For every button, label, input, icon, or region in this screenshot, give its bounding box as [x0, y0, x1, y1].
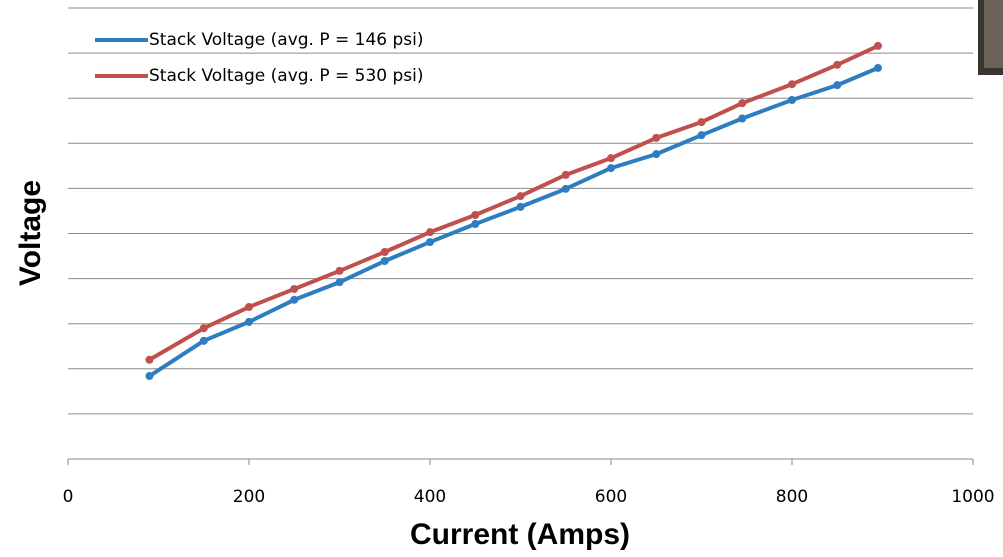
legend-label: Stack Voltage (avg. P = 146 psi) [149, 30, 424, 50]
data-point [738, 99, 747, 108]
data-point [516, 192, 525, 201]
x-tick-label: 200 [233, 487, 265, 507]
data-point [833, 60, 842, 69]
data-point [245, 303, 253, 312]
x-tick-label: 0 [63, 487, 74, 507]
data-point [833, 81, 842, 90]
data-point [290, 295, 299, 304]
data-point [199, 336, 208, 345]
legend-label: Stack Voltage (avg. P = 530 psi) [149, 66, 424, 86]
x-axis-label: Current (Amps) [410, 518, 630, 551]
data-point [380, 257, 389, 266]
x-tick-label: 1000 [951, 487, 994, 507]
data-point [199, 324, 208, 333]
data-point [607, 154, 615, 163]
data-point [145, 355, 154, 364]
data-point [697, 118, 706, 127]
data-point [380, 247, 389, 256]
data-point [561, 184, 570, 193]
x-tick-label: 400 [414, 487, 446, 507]
photo-fragment [984, 0, 1003, 68]
data-point [738, 114, 747, 123]
data-point [471, 211, 480, 220]
y-axis-label: Voltage [14, 180, 47, 286]
data-point [607, 164, 615, 173]
data-point [873, 41, 882, 50]
data-point [652, 133, 661, 142]
data-point [426, 228, 434, 237]
data-point [335, 278, 344, 287]
series-line [147, 65, 880, 379]
data-point [788, 96, 796, 105]
x-tick-label: 600 [595, 487, 627, 507]
data-point [471, 220, 480, 229]
data-point [652, 150, 661, 159]
data-point [335, 266, 344, 275]
data-point [145, 372, 154, 381]
x-tick-label: 800 [776, 487, 808, 507]
data-point [873, 63, 882, 72]
data-point [426, 238, 434, 247]
data-point [516, 202, 525, 211]
data-point [561, 170, 570, 179]
data-point [245, 317, 253, 326]
data-point [290, 284, 299, 293]
data-point [788, 80, 796, 89]
series-line [147, 43, 880, 362]
data-point [697, 131, 706, 140]
